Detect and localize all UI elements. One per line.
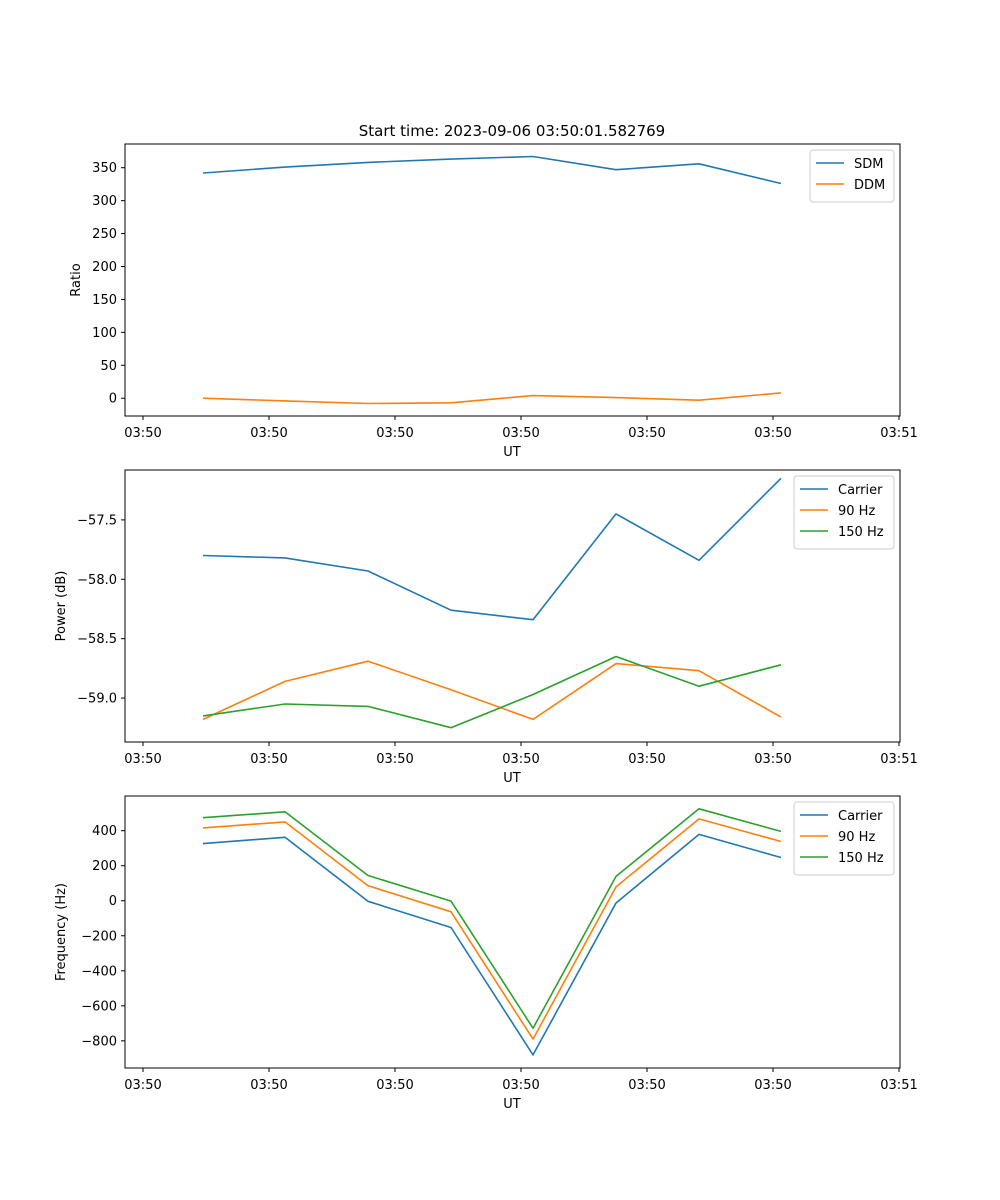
power-y-tick-label: −59.0 bbox=[77, 692, 117, 707]
ratio-y-tick-label: 250 bbox=[92, 227, 117, 242]
frequency-y-tick-label: −800 bbox=[81, 1034, 117, 1049]
ratio-x-tick-label: 03:50 bbox=[250, 426, 287, 441]
ratio-x-tick-label: 03:50 bbox=[502, 426, 539, 441]
power-x-tick-label: 03:50 bbox=[250, 752, 287, 767]
ratio-y-tick-label: 300 bbox=[92, 194, 117, 209]
frequency-x-tick-label: 03:51 bbox=[880, 1078, 917, 1093]
ratio-x-tick-label: 03:50 bbox=[124, 426, 161, 441]
power-x-tick-label: 03:50 bbox=[628, 752, 665, 767]
frequency-legend: Carrier 90 Hz 150 Hz bbox=[793, 801, 895, 876]
power-legend: Carrier 90 Hz 150 Hz bbox=[793, 475, 895, 550]
power-x-tick-label: 03:51 bbox=[880, 752, 917, 767]
frequency-y-axis-label: Frequency (Hz) bbox=[54, 883, 69, 981]
power-x-tick-label: 03:50 bbox=[502, 752, 539, 767]
power-legend-label: 150 Hz bbox=[838, 525, 884, 540]
frequency-legend-label: 150 Hz bbox=[838, 851, 884, 866]
power-x-axis-label: UT bbox=[503, 771, 521, 786]
frequency-y-tick-label: 0 bbox=[109, 894, 117, 909]
ratio-x-tick-label: 03:51 bbox=[880, 426, 917, 441]
frequency-legend-label: Carrier bbox=[838, 809, 883, 824]
ratio-series-line-ddm bbox=[202, 392, 782, 405]
ratio-x-tick-label: 03:50 bbox=[754, 426, 791, 441]
ratio-y-tick-label: 150 bbox=[92, 293, 117, 308]
frequency-y-tick-label: 200 bbox=[92, 859, 117, 874]
ratio-panel: 0 50 100 150 200 250 300 350 03:50 03:50 03:50 03:5… bbox=[69, 143, 918, 460]
frequency-plot-frame bbox=[124, 795, 901, 1069]
frequency-y-tick-label: −600 bbox=[81, 999, 117, 1014]
power-legend-label: 90 Hz bbox=[838, 504, 875, 519]
ratio-y-tick-label: 350 bbox=[92, 161, 117, 176]
ratio-legend-label: SDM bbox=[854, 157, 883, 172]
power-legend-label: Carrier bbox=[838, 483, 883, 498]
frequency-x-tick-label: 03:50 bbox=[628, 1078, 665, 1093]
frequency-series-line-150-hz bbox=[202, 807, 782, 1029]
frequency-x-tick-label: 03:50 bbox=[250, 1078, 287, 1093]
frequency-series-line-90-hz bbox=[202, 818, 782, 1040]
frequency-y-tick-label: −200 bbox=[81, 929, 117, 944]
frequency-x-tick-label: 03:50 bbox=[754, 1078, 791, 1093]
power-series-line-150-hz bbox=[202, 655, 782, 729]
ratio-y-axis-label: Ratio bbox=[69, 263, 84, 296]
ratio-legend: SDM DDM bbox=[809, 149, 895, 203]
power-series-line-carrier bbox=[202, 477, 782, 621]
power-y-tick-label: −58.5 bbox=[77, 632, 117, 647]
frequency-series-line-carrier bbox=[202, 833, 782, 1056]
power-panel: −59.0 −58.5 −58.0 −57.5 03:50 03:50 03:50 03:50… bbox=[54, 469, 918, 786]
ratio-plot-frame bbox=[124, 143, 901, 417]
power-y-axis-label: Power (dB) bbox=[54, 571, 69, 642]
power-plot-frame bbox=[124, 469, 901, 743]
power-x-tick-label: 03:50 bbox=[124, 752, 161, 767]
ratio-legend-label: DDM bbox=[854, 178, 885, 193]
ratio-series-line-sdm bbox=[202, 155, 782, 185]
frequency-y-tick-label: 400 bbox=[92, 824, 117, 839]
power-x-tick-label: 03:50 bbox=[376, 752, 413, 767]
ratio-y-tick-label: 200 bbox=[92, 260, 117, 275]
ratio-y-tick-label: 100 bbox=[92, 326, 117, 341]
power-y-tick-label: −58.0 bbox=[77, 573, 117, 588]
frequency-x-axis-label: UT bbox=[503, 1097, 521, 1112]
ratio-y-tick-label: 50 bbox=[100, 359, 117, 374]
frequency-legend-label: 90 Hz bbox=[838, 830, 875, 845]
frequency-x-tick-label: 03:50 bbox=[502, 1078, 539, 1093]
ratio-x-tick-label: 03:50 bbox=[376, 426, 413, 441]
figure-title: Start time: 2023-09-06 03:50:01.582769 bbox=[359, 122, 665, 140]
frequency-panel: −800 −600 −400 −200 0 200 400 03:50 03:50 03:50 03… bbox=[54, 795, 918, 1112]
power-series-line-90-hz bbox=[202, 660, 782, 721]
power-y-tick-label: −57.5 bbox=[77, 513, 117, 528]
frequency-x-tick-label: 03:50 bbox=[376, 1078, 413, 1093]
ratio-x-axis-label: UT bbox=[503, 445, 521, 460]
ratio-x-tick-label: 03:50 bbox=[628, 426, 665, 441]
frequency-x-tick-label: 03:50 bbox=[124, 1078, 161, 1093]
power-x-tick-label: 03:50 bbox=[754, 752, 791, 767]
frequency-y-tick-label: −400 bbox=[81, 964, 117, 979]
ratio-y-tick-label: 0 bbox=[109, 392, 117, 407]
